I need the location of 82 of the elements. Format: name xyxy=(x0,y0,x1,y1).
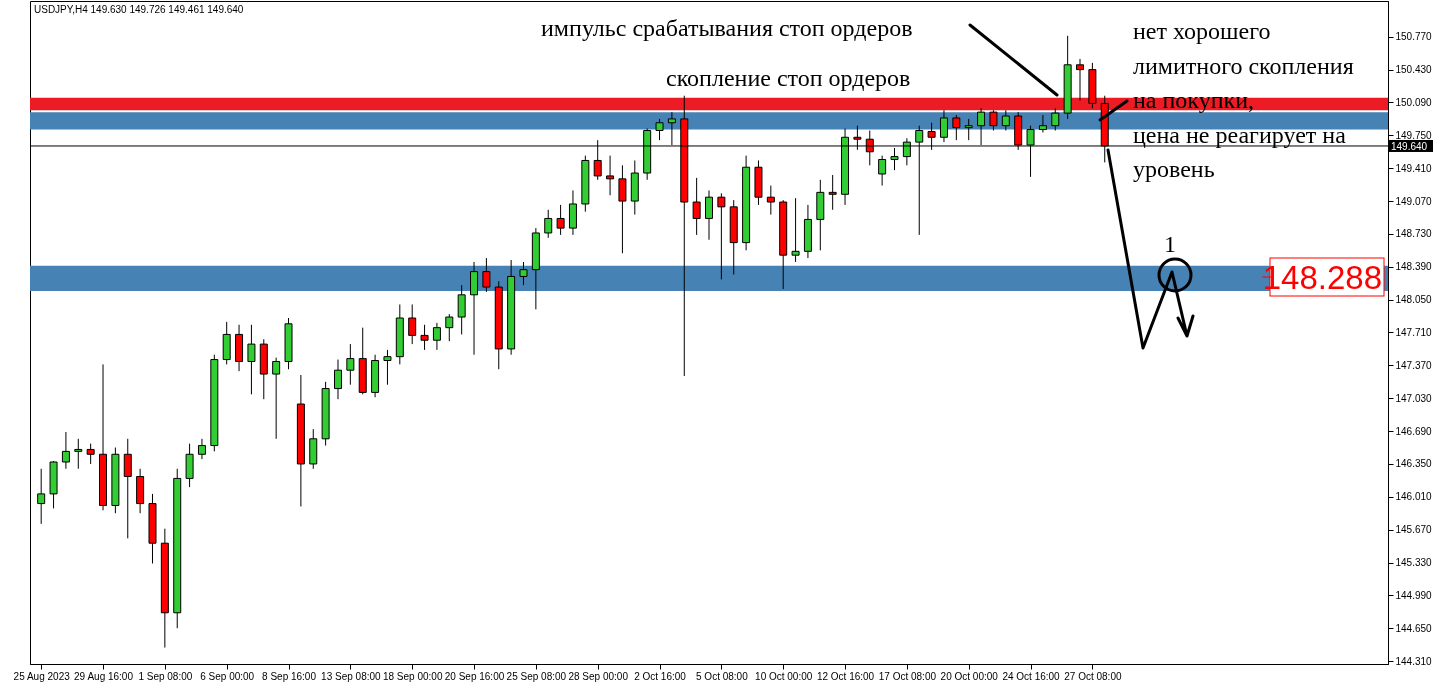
y-tick-label: 146.010 xyxy=(1395,491,1433,503)
annotation: скопление стоп ордеров xyxy=(666,65,911,91)
y-tick-label: 150.090 xyxy=(1395,96,1433,108)
candlestick xyxy=(692,177,701,236)
candlestick xyxy=(766,185,775,216)
annotation: 1 xyxy=(1164,231,1176,257)
candlestick xyxy=(878,155,887,187)
candlestick xyxy=(989,109,998,132)
candlestick xyxy=(420,324,429,351)
candlestick xyxy=(556,204,565,236)
x-tick-label: 8 Sep 16:00 xyxy=(262,670,317,682)
candlestick xyxy=(86,443,95,465)
candlestick xyxy=(432,322,441,351)
candlestick xyxy=(457,284,466,335)
x-tick-label: 5 Oct 08:00 xyxy=(696,670,749,682)
candlestick xyxy=(964,118,973,141)
candlestick xyxy=(197,438,206,460)
x-tick-label: 2 Oct 16:00 xyxy=(634,670,687,682)
candlestick xyxy=(655,118,664,141)
candlestick xyxy=(74,438,83,470)
x-tick-label: 25 Aug 2023 xyxy=(13,670,71,682)
candlestick xyxy=(123,438,132,539)
y-tick-label: 147.710 xyxy=(1395,327,1433,338)
candlestick xyxy=(272,357,281,440)
candlestick xyxy=(1001,109,1010,132)
x-tick-label: 28 Sep 00:00 xyxy=(568,670,629,682)
y-tick-label: 149.410 xyxy=(1395,162,1433,174)
candlestick xyxy=(61,431,70,470)
candlestick xyxy=(791,197,800,263)
candlestick xyxy=(1051,107,1060,132)
candlestick xyxy=(1038,114,1047,133)
x-tick-label: 20 Oct 00:00 xyxy=(940,670,999,682)
candlestick xyxy=(618,164,627,254)
x-tick-label: 12 Oct 16:00 xyxy=(816,670,875,682)
y-tick-label: 144.650 xyxy=(1395,622,1433,634)
y-tick-label: 148.390 xyxy=(1395,261,1433,273)
candlestick xyxy=(606,155,615,196)
ref-line-label: 149.640 xyxy=(1391,140,1428,152)
candlestick xyxy=(952,114,961,141)
candlestick xyxy=(346,343,355,386)
y-tick-label: 150.770 xyxy=(1395,31,1433,43)
y-tick-label: 148.050 xyxy=(1395,294,1433,306)
y-tick-label: 147.370 xyxy=(1395,359,1433,371)
candlestick xyxy=(247,324,256,395)
y-tick-label: 149.750 xyxy=(1395,129,1433,141)
candlestick xyxy=(828,174,837,211)
candlestick xyxy=(482,257,491,293)
x-tick-label: 1 Sep 08:00 xyxy=(138,670,193,682)
candlestick xyxy=(544,209,553,239)
y-tick-label: 149.070 xyxy=(1395,195,1433,207)
y-tick-label: 145.670 xyxy=(1395,524,1433,536)
candlestick xyxy=(705,189,713,241)
x-tick-label: 6 Sep 00:00 xyxy=(200,670,255,682)
y-tick-label: 146.350 xyxy=(1395,458,1433,470)
y-tick-label: 150.430 xyxy=(1395,64,1433,76)
candlestick xyxy=(939,109,948,143)
y-tick-label: 144.310 xyxy=(1395,655,1433,667)
candlestick xyxy=(408,303,417,345)
x-tick-label: 20 Sep 16:00 xyxy=(444,670,505,682)
x-tick-label: 13 Sep 08:00 xyxy=(321,670,382,682)
y-tick-label: 148.730 xyxy=(1395,228,1433,240)
candlestick xyxy=(333,359,342,400)
candlestick xyxy=(37,468,46,525)
x-tick-label: 18 Sep 00:00 xyxy=(382,670,443,682)
candlestick xyxy=(1076,58,1085,102)
y-tick-label: 146.690 xyxy=(1395,425,1433,437)
annotation: импульс срабатывания стоп ордеров xyxy=(541,15,913,41)
x-tick-label: 10 Oct 00:00 xyxy=(755,670,813,682)
y-tick-label: 147.030 xyxy=(1395,392,1433,404)
candlestick xyxy=(519,261,528,286)
candlestick xyxy=(445,313,454,342)
chart-title: USDJPY,H4 149.630 149.726 149.461 149.640 xyxy=(34,4,244,15)
candlestick xyxy=(383,349,392,386)
candlestick xyxy=(470,261,479,356)
x-tick-label: 25 Sep 08:00 xyxy=(506,670,567,682)
x-tick-label: 17 Oct 08:00 xyxy=(878,670,937,682)
x-tick-label: 24 Oct 16:00 xyxy=(1002,670,1061,682)
y-tick-label: 144.990 xyxy=(1395,589,1433,601)
x-tick-label: 27 Oct 08:00 xyxy=(1064,670,1122,682)
x-tick-label: 29 Aug 16:00 xyxy=(74,670,134,682)
candlestick xyxy=(717,192,726,280)
y-tick-label: 145.330 xyxy=(1395,557,1433,569)
